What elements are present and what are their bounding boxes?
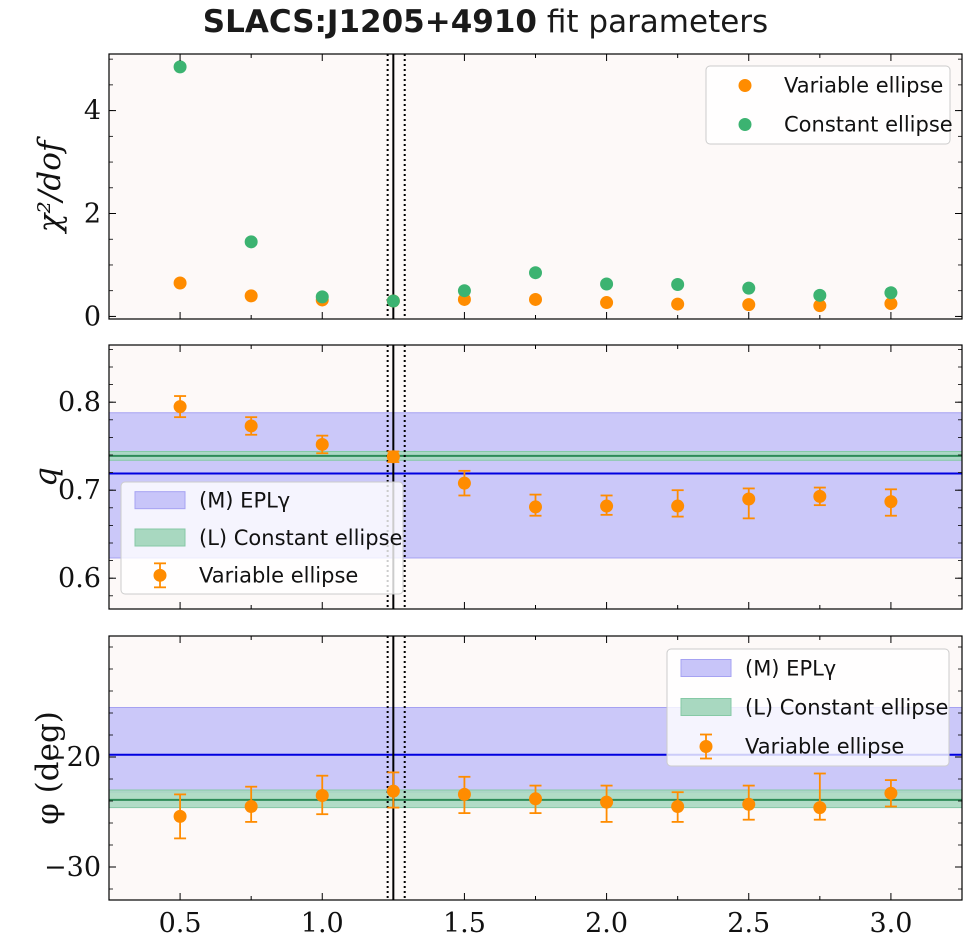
legend-marker-variable <box>738 79 752 92</box>
data-point <box>813 489 827 503</box>
y-axis-label: q <box>28 467 64 487</box>
x-tick-label: 1.5 <box>443 908 486 939</box>
data-point <box>529 500 542 514</box>
data-point <box>529 792 542 806</box>
data-point <box>457 787 471 801</box>
x-tick-label: 3.0 <box>869 908 912 939</box>
legend-box <box>705 65 951 145</box>
y-tick-label: 4 <box>84 96 101 127</box>
data-point <box>742 797 756 811</box>
legend-marker-constant <box>738 118 752 131</box>
data-point <box>173 400 187 414</box>
legend-marker-variable <box>699 740 713 753</box>
y-axis-label: χ²/dof <box>32 135 68 234</box>
data-point <box>600 296 614 310</box>
legend-swatch-model <box>680 659 732 677</box>
y-tick-label: −30 <box>44 852 101 883</box>
y-tick-label: −20 <box>44 742 101 773</box>
data-point <box>173 276 187 290</box>
legend-label: Variable ellipse <box>745 735 904 759</box>
data-point <box>884 786 898 800</box>
data-point <box>529 292 542 306</box>
data-point <box>386 450 400 464</box>
legend-label: Constant ellipse <box>784 113 953 137</box>
x-tick-label: 2.5 <box>727 908 770 939</box>
data-point <box>600 499 614 513</box>
y-tick-label: 0.6 <box>58 563 101 594</box>
chart-title-rest: fit parameters <box>537 4 769 40</box>
legend-box <box>666 648 950 767</box>
panel-2: 0.6 0.7 0.8 q (M) EPLγ (L) Constant ellipse Va… <box>28 344 963 610</box>
y-tick-label: 0 <box>84 301 101 332</box>
x-tick-label: 0.5 <box>159 908 202 939</box>
data-point <box>671 499 685 513</box>
panel-3: −30 −20 0.5 1.0 1.5 2.0 2.5 3.0 φ (deg) (M) EPLγ (… <box>30 635 963 939</box>
legend-label: Variable ellipse <box>199 563 358 587</box>
data-point <box>529 266 542 280</box>
legend-box <box>120 481 404 595</box>
x-tick-label: 1.0 <box>301 908 344 939</box>
chart-title: SLACS:J1205+4910 fit parameters <box>0 4 971 40</box>
data-point <box>813 288 827 302</box>
data-point <box>244 419 258 433</box>
data-point <box>173 809 187 823</box>
data-point <box>813 299 827 313</box>
y-tick-label: 2 <box>84 199 101 230</box>
data-point <box>457 476 471 490</box>
data-point <box>173 60 187 74</box>
legend-label: Variable ellipse <box>784 74 943 98</box>
data-point <box>884 495 898 509</box>
legend-label: (L) Constant ellipse <box>745 696 948 720</box>
data-point <box>386 294 400 308</box>
y-axis-label: φ (deg) <box>30 711 66 825</box>
data-point <box>315 290 329 304</box>
data-point <box>742 298 756 312</box>
legend-marker-variable <box>153 568 167 582</box>
data-point <box>813 801 827 815</box>
data-point <box>600 795 614 809</box>
data-point <box>884 297 898 311</box>
data-point <box>742 281 756 295</box>
chart-title-bold: SLACS:J1205+4910 <box>202 4 537 40</box>
data-point <box>244 235 258 249</box>
data-point <box>884 286 898 300</box>
legend-swatch-constant <box>680 698 732 716</box>
data-point <box>671 278 685 292</box>
legend-swatch-constant <box>134 528 186 547</box>
y-tick-label: 0.8 <box>58 387 101 418</box>
data-point <box>386 784 400 798</box>
data-point <box>457 284 471 298</box>
data-point <box>315 437 329 451</box>
data-point <box>600 277 614 291</box>
legend-label: (L) Constant ellipse <box>199 526 402 550</box>
data-point <box>742 492 756 506</box>
legend-swatch-model <box>134 491 186 510</box>
data-point <box>671 800 685 813</box>
y-tick-label: 0.7 <box>58 475 101 506</box>
data-point <box>244 800 258 813</box>
data-point <box>244 289 258 303</box>
plot-area <box>173 54 898 319</box>
legend-label: (M) EPLγ <box>745 657 836 681</box>
legend-label: (M) EPLγ <box>199 489 290 513</box>
data-point <box>315 789 329 802</box>
x-tick-label: 2.0 <box>585 908 628 939</box>
data-point <box>671 297 685 311</box>
panel-1: 0 2 4 χ²/dof Variable ellipse Constant ellips… <box>32 53 963 332</box>
